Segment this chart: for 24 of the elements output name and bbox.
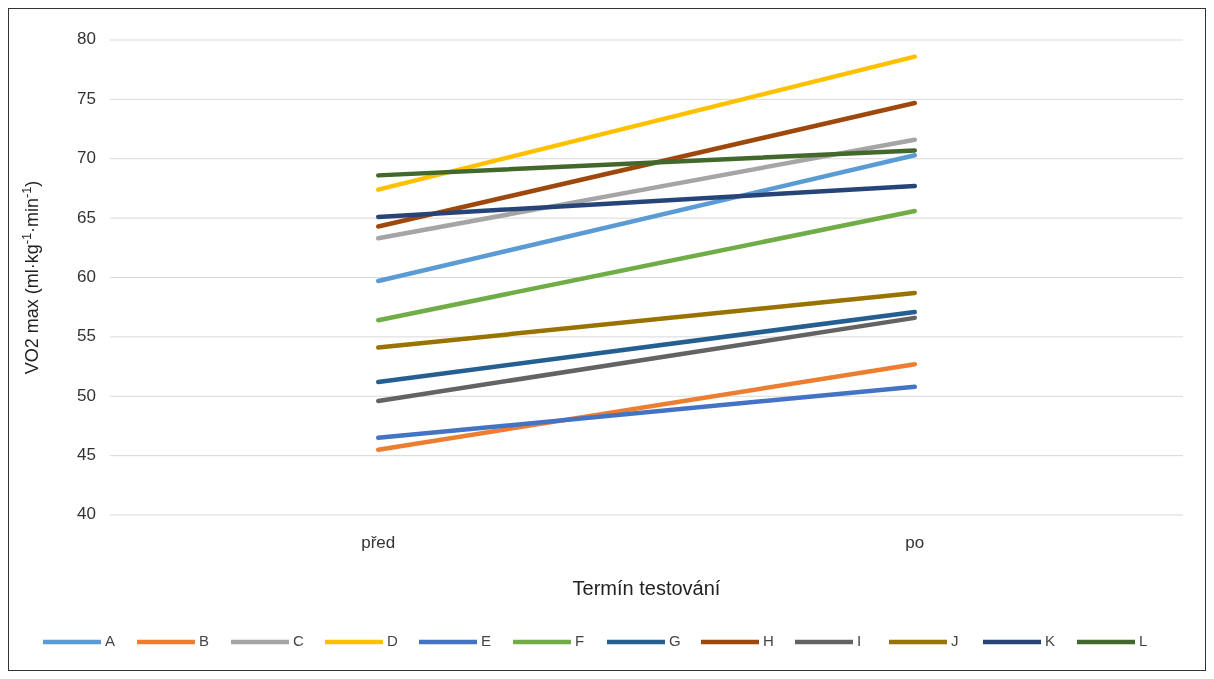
y-tick-label: 75 — [77, 88, 96, 108]
legend-label: H — [763, 631, 774, 649]
y-tick-label: 50 — [77, 385, 96, 405]
legend-label: E — [481, 631, 492, 649]
legend-label: A — [105, 631, 116, 649]
legend-label: F — [575, 631, 585, 649]
legend-label: G — [669, 631, 681, 649]
y-tick-label: 45 — [77, 445, 96, 465]
x-axis-title: Termín testování — [572, 577, 721, 599]
legend-label: L — [1139, 631, 1148, 649]
y-tick-label: 60 — [77, 266, 96, 286]
legend-label: J — [951, 631, 959, 649]
y-tick-label: 40 — [77, 504, 96, 524]
legend-label: B — [199, 631, 210, 649]
legend-label: C — [293, 631, 304, 649]
legend-label: I — [857, 631, 862, 649]
y-tick-label: 70 — [77, 148, 96, 168]
x-tick-label: před — [361, 533, 396, 552]
x-tick-label: po — [905, 533, 925, 552]
y-tick-label: 80 — [77, 29, 96, 49]
legend-label: D — [387, 631, 398, 649]
y-tick-label: 55 — [77, 326, 96, 346]
legend-label: K — [1045, 631, 1056, 649]
y-tick-label: 65 — [77, 207, 96, 227]
